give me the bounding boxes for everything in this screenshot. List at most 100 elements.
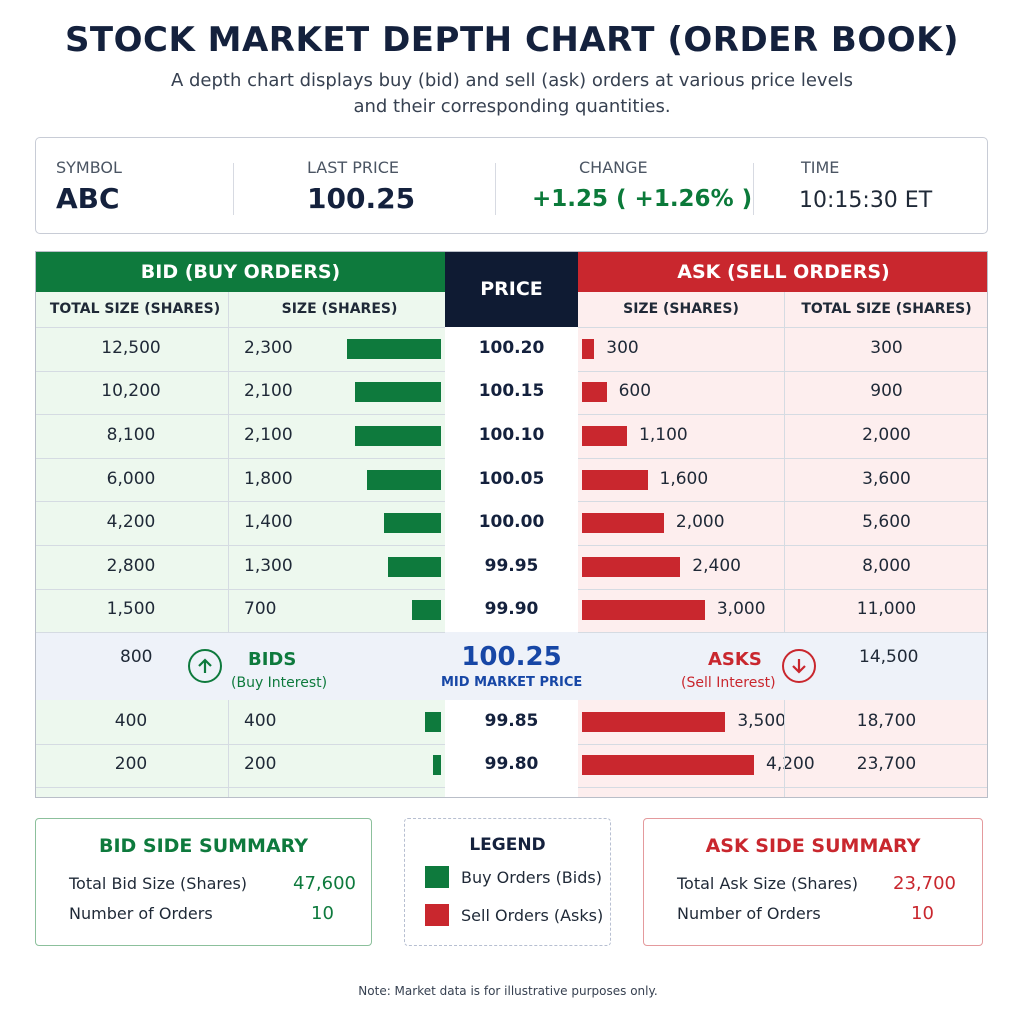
price-level: 100.20 [478,337,545,358]
bid-total-size: 1,500 [106,599,156,620]
ask-total-size-label: Total Ask Size (Shares) [677,874,859,893]
ask-total-size: 900 [870,381,903,402]
row-divider [36,787,445,789]
asks-sublabel: (Sell Interest) [681,675,776,691]
bid-size: 200 [244,754,277,775]
ask-size: 1,100 [639,425,688,445]
row-divider [578,370,987,372]
arrow-down-icon [782,649,816,683]
row-divider [578,787,987,789]
price-level: 99.90 [484,599,539,620]
ask-summary-title: ASK SIDE SUMMARY [705,835,921,857]
asks-label: ASKS [708,649,762,670]
mid-ask-total: 14,500 [859,647,919,667]
page-title: STOCK MARKET DEPTH CHART (ORDER BOOK) [64,20,960,60]
ask-bar [582,755,754,776]
price-level: 100.00 [478,512,545,533]
bid-total-size-header: TOTAL SIZE (SHARES) [49,301,221,317]
ticker-info-bar: SYMBOL ABC LAST PRICE 100.25 CHANGE +1.2… [35,137,988,234]
info-divider [495,163,496,215]
legend-sell-label: Sell Orders (Asks) [461,906,604,925]
time-value: 10:15:30 ET [799,188,933,213]
column-divider [228,700,229,797]
bid-size: 700 [244,599,277,620]
bid-total-size: 400 [114,710,148,731]
row-divider [36,370,445,372]
ask-total-size: 18,700 [856,710,917,731]
row-divider [578,632,987,634]
header-divider [36,327,445,328]
price-level: 100.05 [478,468,545,489]
ask-header: ASK (SELL ORDERS) [578,252,987,292]
legend-swatch-buy [425,866,449,888]
legend-title: LEGEND [469,835,546,855]
bid-size: 1,400 [244,512,293,533]
row-divider [36,588,445,590]
order-book-table: BID (BUY ORDERS) PRICE ASK (SELL ORDERS)… [35,251,988,798]
bid-size: 2,300 [244,337,293,358]
ask-orders-value: 10 [911,903,934,924]
price-level: 99.85 [484,710,539,731]
bid-orders-label: Number of Orders [69,904,213,923]
price-level: 99.95 [484,555,539,576]
price-level: 100.10 [478,425,545,445]
bid-bar [383,513,441,534]
info-divider [753,163,754,215]
legend-buy-label: Buy Orders (Bids) [461,868,602,887]
symbol-label: SYMBOL [56,158,122,177]
bid-bar [424,711,441,732]
ask-total-size-value: 23,700 [893,873,956,894]
ask-total-size: 2,000 [862,425,911,445]
row-divider [36,501,445,503]
mid-bid-total: 800 [120,647,153,667]
ask-bar [582,426,628,446]
row-divider [36,545,445,546]
price-header: PRICE [445,252,578,327]
ask-size: 3,500 [737,710,786,731]
bid-bar [412,600,441,621]
ask-orders-label: Number of Orders [677,904,821,923]
bid-bar [355,426,441,446]
row-divider [36,414,445,416]
ask-size-header: SIZE (SHARES) [623,301,739,317]
bid-total-size: 4,200 [106,512,156,533]
column-divider [228,292,229,632]
symbol-value: ABC [56,182,120,215]
price-level: 99.80 [484,754,539,775]
bid-side-summary: BID SIDE SUMMARY Total Bid Size (Shares)… [35,818,372,946]
ask-bar [582,382,607,403]
info-divider [233,163,234,215]
bids-label: BIDS [248,649,297,670]
column-divider [784,292,785,632]
ask-bar [582,338,595,359]
row-divider [578,588,987,590]
bid-bar [387,556,441,577]
bid-total-size: 12,500 [101,337,161,358]
bid-size: 1,300 [244,555,293,576]
bid-size: 400 [244,710,277,731]
bid-total-size-label: Total Bid Size (Shares) [69,874,248,893]
bid-total-size: 2,800 [106,555,156,576]
bids-sublabel: (Buy Interest) [231,675,328,691]
last-price-value: 100.25 [307,182,416,215]
ask-side-summary: ASK SIDE SUMMARY Total Ask Size (Shares)… [643,818,983,946]
legend: LEGEND Buy Orders (Bids) Sell Orders (As… [404,818,611,946]
ask-size: 2,000 [675,512,725,533]
ask-total-size-header: TOTAL SIZE (SHARES) [801,301,972,317]
legend-swatch-sell [425,904,449,926]
row-divider [578,743,987,745]
bid-bar [355,382,441,403]
last-price-label: LAST PRICE [307,158,400,177]
mid-market-band: 800 BIDS (Buy Interest) 100.25 MID MARKE… [36,632,987,700]
subtitle-line-1: A depth chart displays buy (bid) and sel… [170,70,854,91]
row-divider [578,414,987,416]
change-value: +1.25 ( +1.26% ) [532,186,753,212]
mid-market-price-label: MID MARKET PRICE [441,675,583,690]
change-label: CHANGE [579,158,648,177]
row-divider [36,457,445,459]
arrow-up-icon [188,649,222,683]
row-divider [578,457,987,459]
ask-size: 1,600 [659,468,709,489]
bid-bar [346,338,441,359]
ask-size: 600 [618,381,652,402]
